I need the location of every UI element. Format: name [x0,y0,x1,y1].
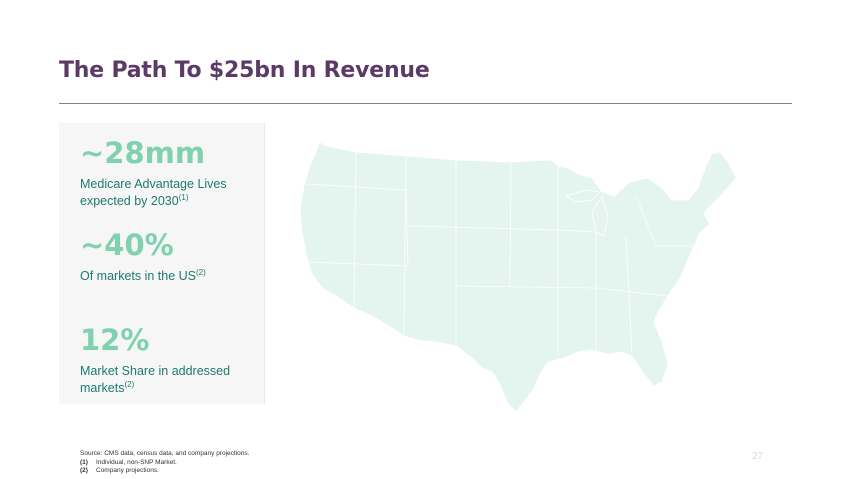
footnote-text: Individual, non-SNP Market. [96,458,177,466]
slide-title: The Path To $25bn In Revenue [59,58,430,83]
footnote-number: (1) [80,458,88,466]
source-note: Source: CMS data, census data, and compa… [80,450,250,457]
footnote-marker: (2) [196,268,206,277]
stat-desc-lives-text: Medicare Advantage Lives expected by 203… [80,177,227,208]
footnote-number: (2) [80,467,88,474]
stat-value-lives: ~28mm [80,136,206,170]
stat-desc-lives: Medicare Advantage Lives expected by 203… [80,176,260,210]
footnote-row: (1) Individual, non-SNP Market. [80,459,249,468]
footnote-marker: (1) [178,193,189,202]
stat-desc-markets: Of markets in the US(2) [80,268,260,285]
title-divider [59,103,792,104]
footnote-marker: (2) [124,380,135,389]
footnote-row: (2) Company projections. [80,467,249,476]
stat-desc-markets-text: Of markets in the US [80,269,197,283]
page-number: 27 [752,451,764,462]
footnote-text: Company projections. [96,467,159,474]
stat-value-markets: ~40% [80,228,174,262]
stat-value-share: 12% [80,323,150,357]
stats-panel: ~28mm Medicare Advantage Lives expected … [59,123,265,404]
us-map [299,141,737,413]
footnotes: Source: CMS data, census data, and compa… [80,450,249,476]
stat-desc-share: Market Share in addressed markets(2) [80,363,260,397]
stat-desc-share-text: Market Share in addressed markets [80,364,231,395]
